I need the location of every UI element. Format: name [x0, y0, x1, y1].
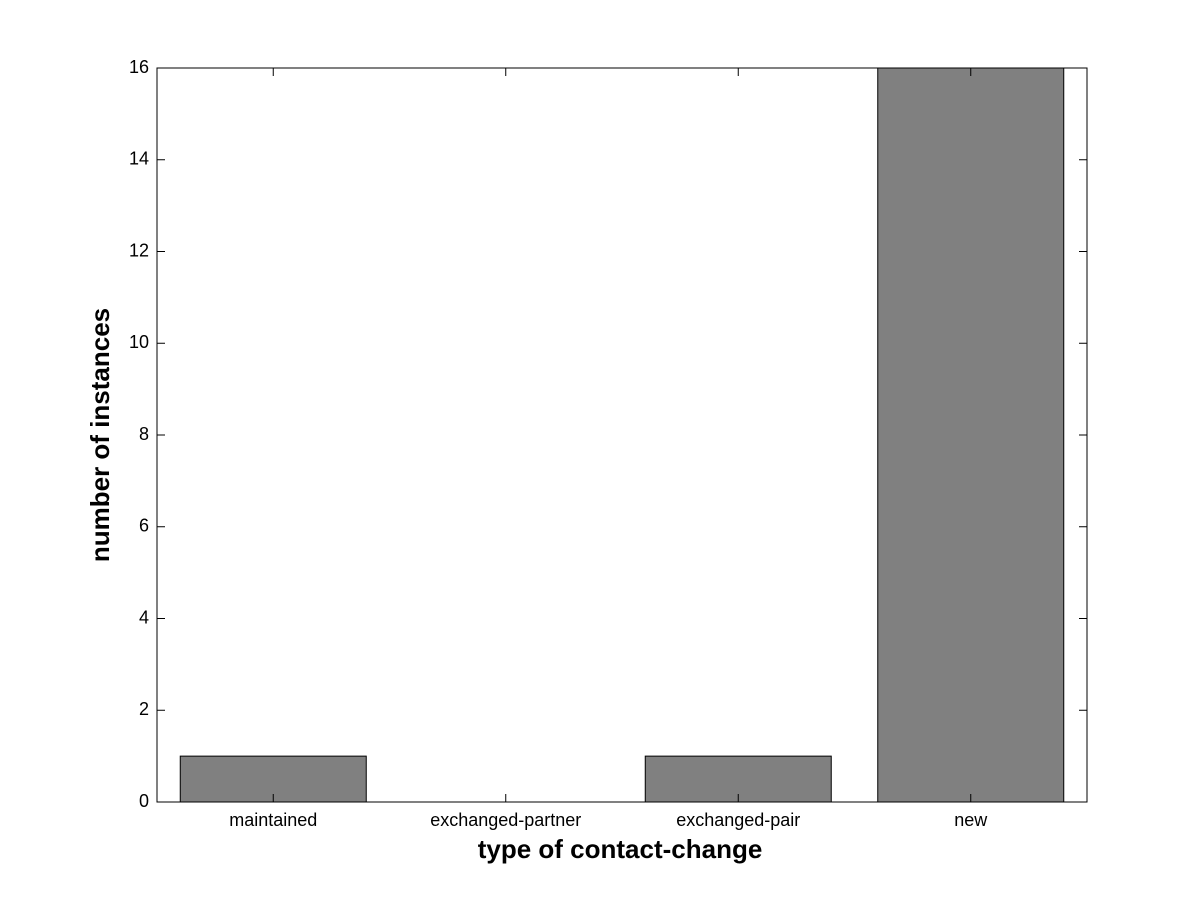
x-tick-label: exchanged-pair	[676, 810, 800, 830]
y-axis-label: number of instances	[85, 308, 115, 562]
y-tick-label: 8	[139, 424, 149, 444]
bar	[877, 67, 1065, 803]
y-tick-label: 4	[139, 607, 149, 627]
plot-frame	[156, 67, 1088, 803]
y-tick-label: 10	[129, 332, 149, 352]
x-tick-label: maintained	[229, 810, 317, 830]
y-tick-label: 2	[139, 699, 149, 719]
y-tick-label: 14	[129, 149, 149, 169]
y-tick-label: 16	[129, 57, 149, 77]
x-axis-label: type of contact-change	[478, 834, 763, 864]
x-tick-label: new	[954, 810, 988, 830]
x-tick-label: exchanged-partner	[430, 810, 581, 830]
y-tick-label: 6	[139, 516, 149, 536]
y-tick-label: 12	[129, 240, 149, 260]
y-tick-label: 0	[139, 791, 149, 811]
